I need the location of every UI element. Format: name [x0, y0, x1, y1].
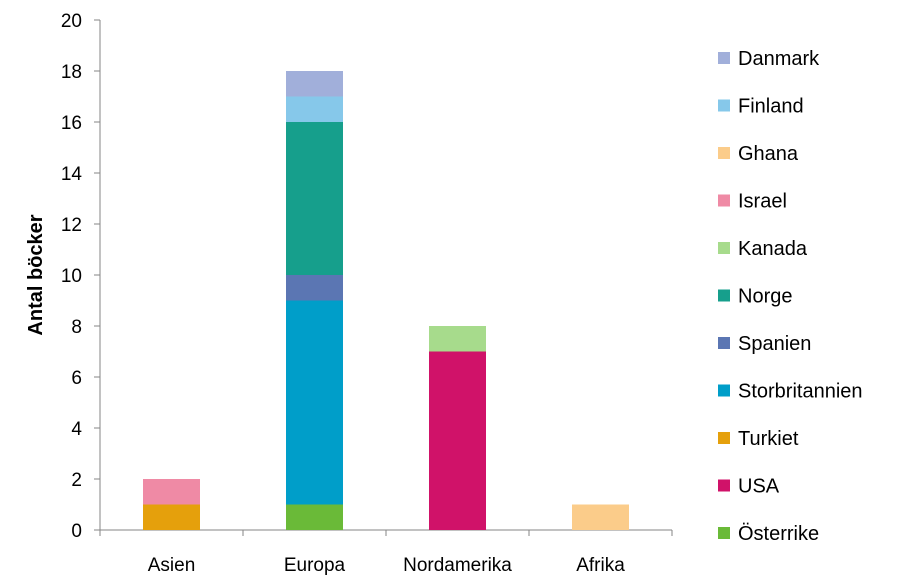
legend-label: Kanada — [738, 238, 808, 260]
legend-label: Österrike — [738, 523, 819, 545]
y-tick-label: 12 — [61, 215, 82, 236]
x-tick-label: Europa — [284, 555, 346, 576]
y-tick-label: 0 — [71, 521, 82, 542]
legend-item: Storbritannien — [718, 381, 863, 403]
bar-segment — [286, 122, 343, 275]
y-tick-label: 18 — [61, 62, 82, 83]
tick-labels: 0 2 4 6 8 10 12 14 16 18 20 Asien Europa Nordamerika A… — [61, 11, 625, 576]
legend-swatch — [718, 384, 730, 397]
axes — [94, 19, 673, 536]
y-tick-label: 6 — [71, 368, 82, 389]
legend-swatch — [718, 479, 730, 492]
legend-label: Storbritannien — [738, 381, 863, 403]
legend-item: Danmark — [718, 48, 820, 70]
legend-label: Finland — [738, 96, 804, 118]
legend-item: Turkiet — [718, 428, 799, 450]
legend-swatch — [718, 242, 730, 254]
bar-segment — [286, 300, 343, 505]
legend-label: Danmark — [738, 48, 820, 70]
bar-segment — [286, 504, 343, 530]
legend: Danmark Finland Ghana Israel Kanada Norge Span… — [718, 48, 863, 545]
y-tick-label: 4 — [71, 419, 82, 440]
x-tick-label: Afrika — [576, 555, 625, 576]
legend-swatch — [718, 289, 730, 302]
bar-segment — [143, 479, 200, 505]
legend-item: Kanada — [718, 238, 808, 260]
legend-swatch — [718, 432, 730, 444]
legend-swatch — [718, 337, 730, 349]
x-tick-label: Asien — [148, 555, 196, 576]
y-tick-label: 8 — [71, 317, 82, 338]
legend-item: Norge — [718, 286, 792, 308]
legend-label: Ghana — [738, 143, 799, 165]
bar-segment — [572, 504, 629, 530]
legend-swatch — [718, 194, 730, 207]
y-tick-label: 14 — [61, 164, 83, 185]
bar-segment — [143, 504, 200, 530]
y-tick-label: 10 — [61, 266, 82, 287]
bars — [143, 71, 629, 530]
legend-label: USA — [738, 476, 780, 498]
legend-label: Turkiet — [738, 428, 799, 450]
legend-item: Österrike — [718, 523, 819, 545]
legend-label: Spanien — [738, 333, 811, 355]
legend-item: Israel — [718, 191, 787, 213]
legend-swatch — [718, 147, 730, 159]
bar-segment — [429, 326, 486, 352]
y-axis-label: Antal böcker — [25, 214, 47, 335]
legend-item: Finland — [718, 96, 804, 118]
bar-segment — [429, 351, 486, 530]
x-tick-label: Nordamerika — [403, 555, 512, 576]
legend-swatch — [718, 52, 730, 64]
legend-swatch — [718, 99, 730, 112]
y-tick-label: 20 — [61, 11, 82, 32]
y-tick-label: 16 — [61, 113, 82, 134]
legend-label: Norge — [738, 286, 792, 308]
legend-label: Israel — [738, 191, 787, 213]
bar-segment — [286, 275, 343, 301]
legend-item: USA — [718, 476, 780, 498]
legend-swatch — [718, 527, 730, 539]
bar-segment — [286, 96, 343, 122]
bar-segment — [286, 71, 343, 97]
legend-item: Spanien — [718, 333, 811, 355]
y-tick-label: 2 — [71, 470, 82, 491]
legend-item: Ghana — [718, 143, 799, 165]
